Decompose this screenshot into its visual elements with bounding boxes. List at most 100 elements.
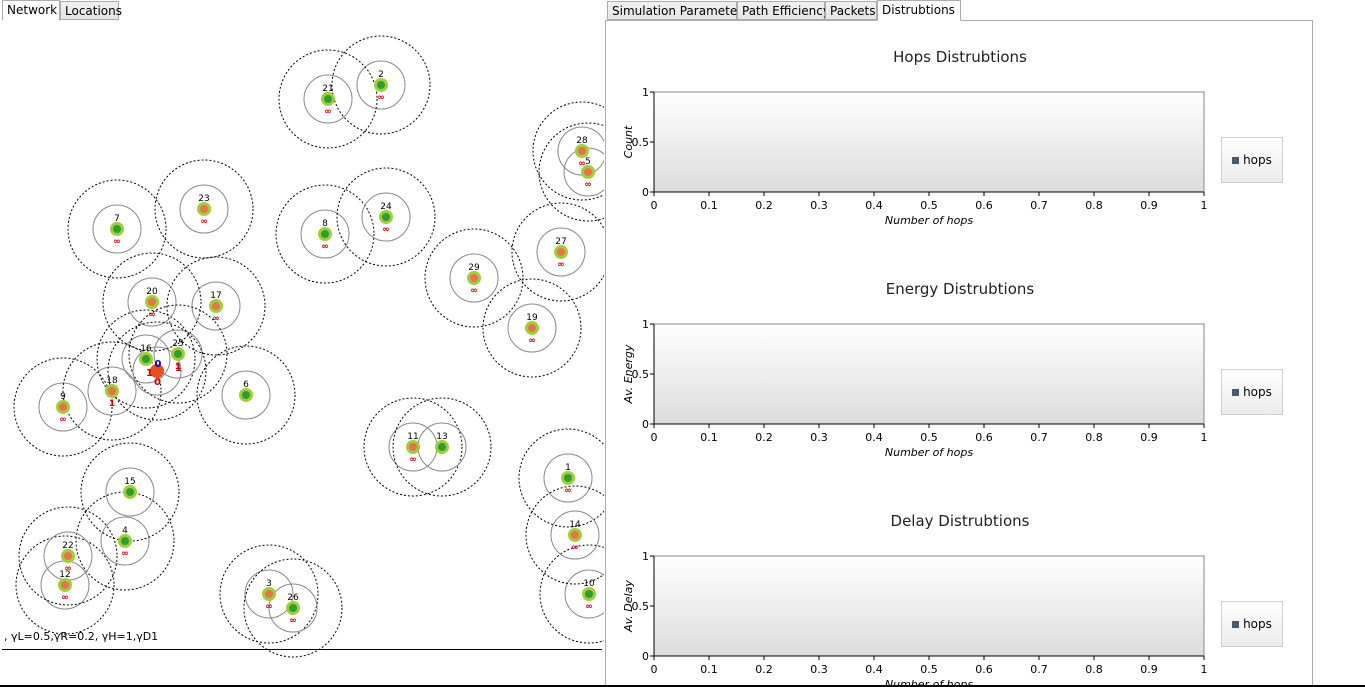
- node-hop-count: ∞: [324, 107, 332, 117]
- x-tick-label: 1: [1201, 663, 1208, 676]
- network-node-26[interactable]: 26 ∞: [286, 593, 300, 626]
- network-node-25[interactable]: 25 1: [171, 339, 185, 372]
- node-label: 24: [380, 202, 392, 212]
- node-label: 25: [172, 339, 183, 349]
- network-node-22[interactable]: 22 ∞: [61, 541, 75, 574]
- chart-title-hops: Hops Distrubtions: [893, 48, 1027, 66]
- node-label: 21: [322, 84, 333, 94]
- network-node-20[interactable]: 20 ∞: [145, 287, 159, 320]
- node-11-range-outer: [363, 397, 463, 497]
- node-label: 28: [576, 136, 588, 146]
- sink-range-outer: [107, 321, 207, 421]
- network-node-13[interactable]: 13: [435, 432, 449, 454]
- tab-network[interactable]: Network: [2, 0, 60, 21]
- tab-locations[interactable]: Locations: [60, 1, 122, 20]
- tab-packets[interactable]: Packets: [825, 1, 877, 20]
- node-20-range-outer: [102, 252, 202, 352]
- x-tick-label: 0.7: [1030, 663, 1048, 676]
- legend-label: hops: [1243, 385, 1272, 399]
- network-node-5[interactable]: 5∞: [581, 157, 595, 190]
- node-16-range-inner: [121, 334, 171, 384]
- node-label: 12: [59, 570, 70, 580]
- network-node-2[interactable]: 2∞: [374, 70, 388, 103]
- network-node-17[interactable]: 17 ∞: [209, 291, 223, 324]
- node-10-range-outer: [539, 544, 604, 644]
- node-hop-count: ∞: [59, 415, 67, 425]
- y-tick-label: 1: [642, 86, 649, 99]
- node-label: 3: [266, 579, 272, 589]
- network-node-10[interactable]: 10 ∞: [582, 579, 596, 612]
- network-node-1[interactable]: 1∞: [561, 463, 575, 496]
- x-tick-label: 0.1: [700, 199, 718, 212]
- x-tick-label: 0.3: [810, 199, 828, 212]
- node-core: [212, 302, 220, 310]
- x-tick-label: 1: [1201, 199, 1208, 212]
- node-label: 7: [114, 214, 120, 224]
- node-5-range-outer: [538, 122, 604, 222]
- x-tick-label: 0.2: [755, 431, 773, 444]
- tab-distributions[interactable]: Distrubtions: [877, 0, 961, 21]
- y-tick-label: 1: [642, 550, 649, 563]
- network-node-15[interactable]: 15: [123, 477, 137, 499]
- node-17-range-inner: [191, 281, 241, 331]
- node-hop-count: ∞: [409, 455, 417, 465]
- tab-simulation-parameters[interactable]: Simulation Parameters: [607, 1, 748, 20]
- node-core: [438, 443, 446, 451]
- y-axis-label: Av. Delay: [622, 580, 635, 633]
- node-9-range-inner: [38, 382, 88, 432]
- node-core: [126, 488, 134, 496]
- tab-path-efficiency[interactable]: Path Efficiency: [737, 1, 830, 20]
- network-canvas[interactable]: 1 ∞ 2 ∞ 3 ∞ 4 ∞ 5 ∞ 6 7 ∞ 8 ∞ 9 ∞ 10 ∞ 11 ∞ 12 ∞ 13 14 ∞ 15 16 17 ∞ 18…: [0, 20, 604, 687]
- plot-area: [653, 323, 1205, 425]
- network-node-19[interactable]: 19 ∞: [525, 313, 539, 346]
- x-tick-label: 0: [651, 663, 658, 676]
- network-node-28[interactable]: 28 ∞: [575, 136, 589, 169]
- node-hop-count: ∞: [578, 159, 586, 169]
- node-hop-count: ∞: [61, 593, 69, 603]
- legend-label: hops: [1243, 617, 1272, 631]
- network-node-9[interactable]: 9∞: [56, 392, 70, 425]
- node-label: 18: [106, 376, 118, 386]
- network-node-23[interactable]: 23 ∞: [197, 194, 211, 227]
- x-tick-label: 0.3: [810, 663, 828, 676]
- node-label: 4: [122, 526, 128, 536]
- node-18-range-outer: [62, 341, 162, 441]
- plot-area: [653, 91, 1205, 193]
- network-node-16[interactable]: 16: [139, 344, 153, 366]
- node-label: 27: [555, 237, 566, 247]
- network-node-21[interactable]: 21 ∞: [321, 84, 335, 117]
- x-tick-label: 0: [651, 431, 658, 444]
- network-node-8[interactable]: 8∞: [318, 219, 332, 252]
- network-node-18[interactable]: 18 1: [105, 376, 119, 409]
- sink-node[interactable]: 01 10: [146, 359, 182, 388]
- network-node-11[interactable]: 11 ∞: [406, 432, 420, 465]
- node-19-range-inner: [507, 303, 557, 353]
- network-node-27[interactable]: 27 ∞: [554, 237, 568, 270]
- node-hop-count: ∞: [64, 564, 72, 574]
- x-tick-label: 0.9: [1140, 431, 1158, 444]
- node-2-range-inner: [356, 60, 406, 110]
- sink-core: [150, 364, 164, 378]
- network-node-29[interactable]: 29 ∞: [467, 263, 481, 296]
- network-graph[interactable]: 1∞2∞3∞4∞5∞67∞8∞9∞10∞11∞12∞1314∞151617∞18…: [0, 20, 604, 687]
- network-node-3[interactable]: 3∞: [262, 579, 276, 612]
- node-23-range-inner: [179, 184, 229, 234]
- network-node-12[interactable]: 12 ∞: [58, 570, 72, 603]
- node-label: 11: [407, 432, 418, 442]
- network-node-4[interactable]: 4∞: [118, 526, 132, 559]
- x-tick-label: 0: [651, 199, 658, 212]
- delay-chart: 0 0.5 1 0 0.1 0.2 0.3 0.4 0.5 0.6 0.7 0.8 0.9 1 Number…: [622, 550, 1208, 687]
- chart-title-energy: Energy Distrubtions: [885, 280, 1035, 298]
- network-node-14[interactable]: 14 ∞: [568, 520, 582, 553]
- chart-title-delay: Delay Distrubtions: [890, 512, 1030, 530]
- node-hop-count: ∞: [377, 93, 385, 103]
- network-node-7[interactable]: 7∞: [110, 214, 124, 247]
- network-node-24[interactable]: 24 ∞: [379, 202, 393, 235]
- node-hop-count: ∞: [148, 310, 156, 320]
- node-29-range-outer: [424, 228, 524, 328]
- node-core: [59, 403, 67, 411]
- node-label: 5: [585, 157, 591, 167]
- network-node-6[interactable]: 6: [239, 380, 253, 402]
- node-hop-count: ∞: [121, 549, 129, 559]
- sink-label-left: 1: [146, 368, 153, 379]
